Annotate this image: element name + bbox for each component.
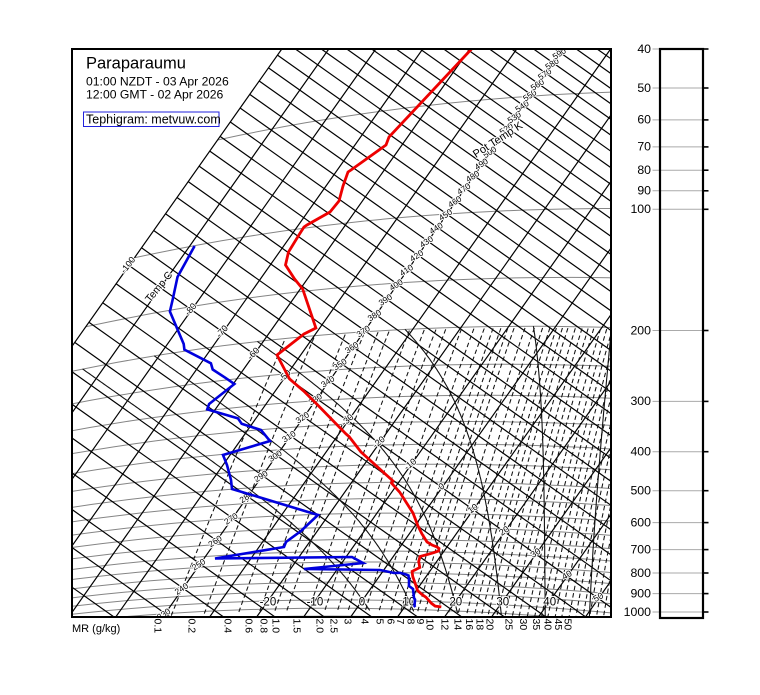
svg-text:9: 9 [414, 619, 426, 625]
svg-text:0.2: 0.2 [185, 619, 197, 634]
svg-text:500: 500 [630, 484, 651, 498]
svg-text:10: 10 [423, 619, 435, 631]
svg-text:90: 90 [637, 184, 651, 198]
svg-text:Tephigram: metvuw.com: Tephigram: metvuw.com [86, 113, 221, 127]
svg-text:80: 80 [637, 163, 651, 177]
svg-text:70: 70 [637, 140, 651, 154]
svg-text:400: 400 [630, 445, 651, 459]
svg-text:MR (g/kg): MR (g/kg) [72, 623, 120, 635]
svg-text:800: 800 [630, 566, 651, 580]
svg-text:12:00 GMT - 02 Apr 2026: 12:00 GMT - 02 Apr 2026 [86, 87, 224, 101]
svg-text:200: 200 [630, 323, 651, 337]
svg-text:1.0: 1.0 [269, 619, 281, 634]
svg-text:0.6: 0.6 [242, 619, 254, 634]
svg-text:16: 16 [463, 619, 475, 631]
svg-text:25: 25 [502, 619, 514, 631]
svg-text:-10: -10 [307, 597, 324, 609]
svg-text:60: 60 [637, 113, 651, 127]
svg-text:-20: -20 [260, 597, 277, 609]
svg-text:2.0: 2.0 [313, 619, 325, 634]
svg-text:40: 40 [542, 619, 554, 631]
svg-text:900: 900 [630, 586, 651, 600]
svg-text:700: 700 [630, 542, 651, 556]
svg-text:8: 8 [404, 619, 416, 625]
svg-text:30: 30 [496, 597, 509, 609]
svg-text:50: 50 [562, 619, 574, 631]
svg-text:3: 3 [341, 619, 353, 625]
svg-text:1000: 1000 [624, 605, 652, 619]
svg-text:Paraparaumu: Paraparaumu [86, 55, 186, 73]
svg-text:5: 5 [373, 619, 385, 625]
svg-text:1.5: 1.5 [290, 619, 302, 634]
svg-text:100: 100 [630, 202, 651, 216]
svg-text:20: 20 [483, 619, 495, 631]
svg-text:600: 600 [630, 515, 651, 529]
svg-text:40: 40 [543, 597, 556, 609]
svg-text:10: 10 [402, 597, 415, 609]
svg-text:12: 12 [438, 619, 450, 631]
svg-text:4: 4 [358, 619, 370, 625]
svg-text:0: 0 [359, 597, 365, 609]
svg-text:35: 35 [530, 619, 542, 631]
svg-text:40: 40 [637, 42, 651, 56]
svg-text:01:00 NZDT - 03 Apr 2026: 01:00 NZDT - 03 Apr 2026 [86, 75, 229, 89]
svg-text:7: 7 [394, 619, 406, 625]
svg-text:0.4: 0.4 [221, 619, 233, 634]
svg-text:2.5: 2.5 [327, 619, 339, 634]
svg-text:0.8: 0.8 [257, 619, 269, 634]
svg-text:45: 45 [552, 619, 564, 631]
svg-text:300: 300 [630, 394, 651, 408]
svg-text:6: 6 [384, 619, 396, 625]
svg-text:18: 18 [473, 619, 485, 631]
svg-text:50: 50 [637, 81, 651, 95]
svg-text:14: 14 [451, 619, 463, 631]
svg-text:0.1: 0.1 [151, 619, 163, 634]
svg-text:30: 30 [517, 619, 529, 631]
svg-text:20: 20 [449, 597, 462, 609]
